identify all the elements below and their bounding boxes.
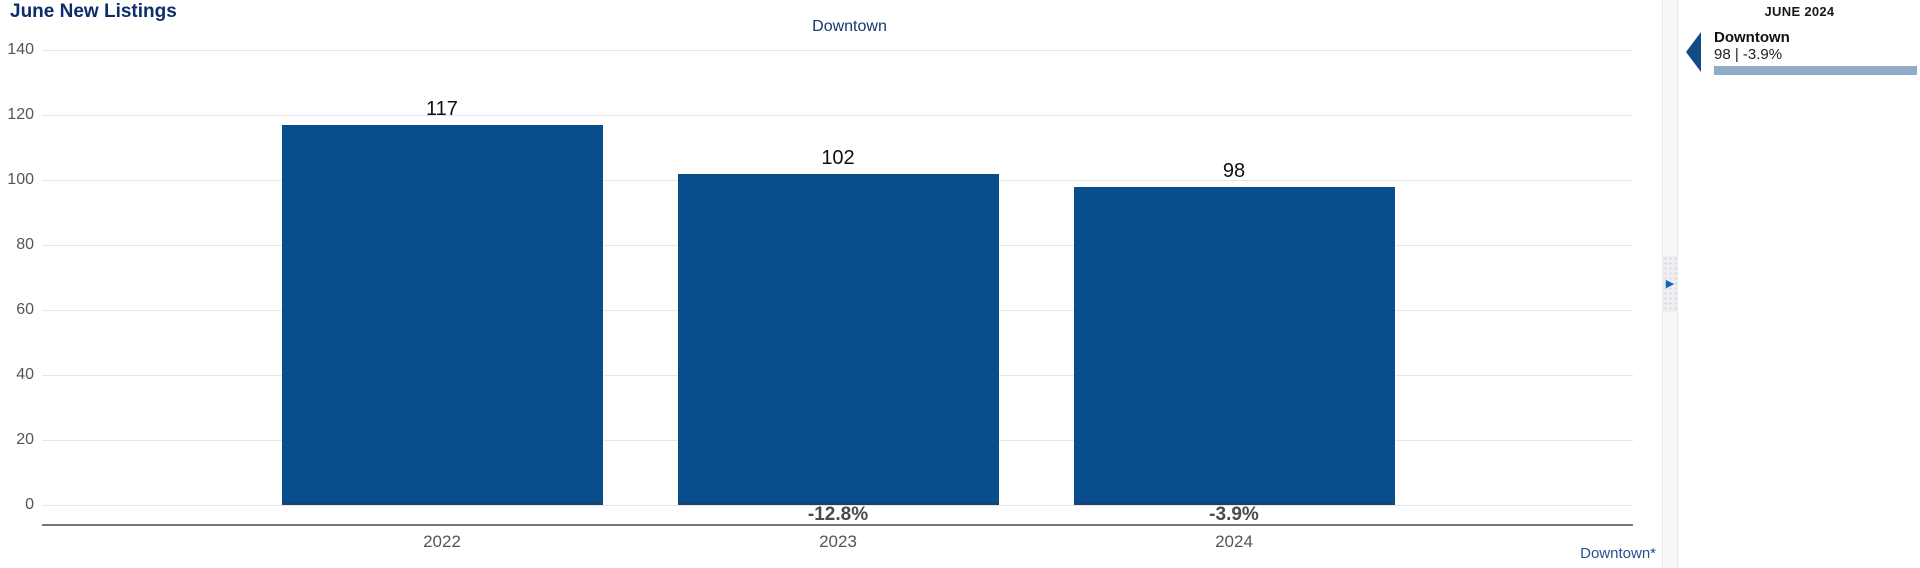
pct-change-2024: -3.9% <box>1209 504 1259 525</box>
x-axis-tick-2024: 2024 <box>1215 532 1253 551</box>
y-axis-tick-140: 140 <box>7 41 34 58</box>
pct-change-2023: -12.8% <box>807 504 869 525</box>
entry-value-bar <box>1714 66 1917 75</box>
x-axis-line <box>42 524 1633 526</box>
entry-body: Downtown 98 | -3.9% <box>1714 29 1917 75</box>
y-axis-tick-20: 20 <box>16 431 34 448</box>
sidebar-header: JUNE 2024 <box>1764 4 1835 19</box>
y-axis-tick-100: 100 <box>7 171 34 188</box>
plot-area: Downtown* 0 20 40 60 80 100 120 140 117 2022 102 -1… <box>7 41 1656 562</box>
selected-marker-icon <box>1686 32 1701 72</box>
sidebar-entry-downtown[interactable]: Downtown 98 | -3.9% <box>1686 29 1917 75</box>
bar-value-2024: 98 <box>1222 159 1246 182</box>
bar-value-2023: 102 <box>821 146 855 169</box>
y-axis-tick-60: 60 <box>16 301 34 318</box>
entry-name: Downtown <box>1714 29 1790 46</box>
bar-2023[interactable] <box>677 173 999 505</box>
chart-title: June New Listings <box>10 1 177 22</box>
footer-series-link[interactable]: Downtown* <box>1580 545 1656 562</box>
y-axis-tick-40: 40 <box>16 366 34 383</box>
y-axis-tick-0: 0 <box>25 496 34 513</box>
expand-panel-arrow-icon[interactable]: ▶ <box>1665 277 1675 290</box>
summary-sidebar: JUNE 2024 Downtown 98 | -3.9% <box>1679 0 1920 568</box>
bar-value-2022: 117 <box>426 97 458 120</box>
legend-item-downtown[interactable]: Downtown <box>788 18 887 36</box>
splitter-grip[interactable]: ▶ <box>1663 256 1677 312</box>
gridline-0 <box>42 505 1633 506</box>
panel-splitter[interactable]: ▶ <box>1662 0 1678 568</box>
entry-value: 98 | -3.9% <box>1714 46 1783 63</box>
bar-2024[interactable] <box>1073 186 1395 505</box>
gridline-120 <box>42 115 1633 116</box>
bar-2022[interactable] <box>281 124 603 505</box>
y-axis-tick-120: 120 <box>7 106 34 123</box>
x-axis-tick-2022: 2022 <box>423 532 461 551</box>
x-axis-tick-2023: 2023 <box>819 532 857 551</box>
chart-region: June New Listings Downtown Downtown* 0 20… <box>7 1 1656 562</box>
chart-legend: Downtown <box>42 18 1633 36</box>
y-axis-tick-80: 80 <box>16 236 34 253</box>
gridline-140 <box>42 50 1633 51</box>
legend-label: Downtown <box>812 18 887 35</box>
